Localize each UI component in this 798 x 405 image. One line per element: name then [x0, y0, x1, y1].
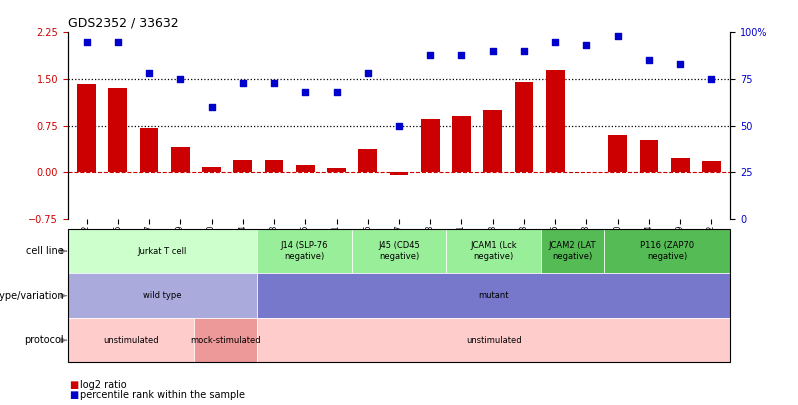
Point — [361, 70, 374, 77]
Bar — [77, 84, 96, 172]
Text: J45 (CD45
negative): J45 (CD45 negative) — [378, 241, 420, 261]
Point — [80, 38, 93, 45]
Text: wild type: wild type — [143, 291, 182, 300]
Point — [205, 104, 218, 110]
Point — [549, 38, 562, 45]
Text: JCAM2 (LAT
negative): JCAM2 (LAT negative) — [549, 241, 596, 261]
Point — [674, 61, 686, 67]
Bar — [515, 82, 533, 172]
Text: cell line: cell line — [26, 246, 64, 256]
Bar — [452, 116, 471, 172]
Text: log2 ratio: log2 ratio — [80, 380, 126, 390]
Bar — [327, 168, 346, 172]
Text: P116 (ZAP70
negative): P116 (ZAP70 negative) — [640, 241, 694, 261]
Point — [580, 42, 593, 49]
Text: percentile rank within the sample: percentile rank within the sample — [80, 390, 245, 400]
Point — [424, 51, 437, 58]
Point — [236, 79, 249, 86]
Bar — [484, 110, 502, 172]
Text: ■: ■ — [69, 380, 79, 390]
Text: mock-stimulated: mock-stimulated — [190, 336, 261, 345]
Bar — [171, 147, 190, 172]
Bar — [702, 161, 721, 172]
Text: unstimulated: unstimulated — [103, 336, 159, 345]
Text: GDS2352 / 33632: GDS2352 / 33632 — [68, 17, 179, 30]
Bar — [389, 172, 409, 175]
Bar — [109, 88, 127, 172]
Bar — [358, 149, 377, 172]
Bar — [265, 160, 283, 172]
Bar — [421, 119, 440, 172]
Bar — [671, 158, 689, 172]
Bar — [296, 165, 314, 172]
Point — [642, 57, 655, 64]
Bar — [233, 160, 252, 172]
Text: J14 (SLP-76
negative): J14 (SLP-76 negative) — [281, 241, 328, 261]
Point — [705, 76, 718, 82]
Bar — [140, 128, 159, 172]
Text: mutant: mutant — [478, 291, 509, 300]
Point — [330, 89, 343, 95]
Point — [486, 48, 499, 54]
Text: unstimulated: unstimulated — [466, 336, 521, 345]
Text: ■: ■ — [69, 390, 79, 400]
Point — [393, 122, 405, 129]
Text: genotype/variation: genotype/variation — [0, 291, 64, 301]
Bar — [546, 70, 564, 172]
Text: protocol: protocol — [24, 335, 64, 345]
Point — [267, 79, 280, 86]
Point — [611, 33, 624, 39]
Bar — [202, 167, 221, 172]
Point — [518, 48, 531, 54]
Bar — [639, 140, 658, 172]
Point — [299, 89, 312, 95]
Point — [174, 76, 187, 82]
Text: Jurkat T cell: Jurkat T cell — [138, 247, 188, 256]
Point — [143, 70, 156, 77]
Text: JCAM1 (Lck
negative): JCAM1 (Lck negative) — [470, 241, 517, 261]
Point — [112, 38, 124, 45]
Bar — [608, 135, 627, 172]
Point — [455, 51, 468, 58]
